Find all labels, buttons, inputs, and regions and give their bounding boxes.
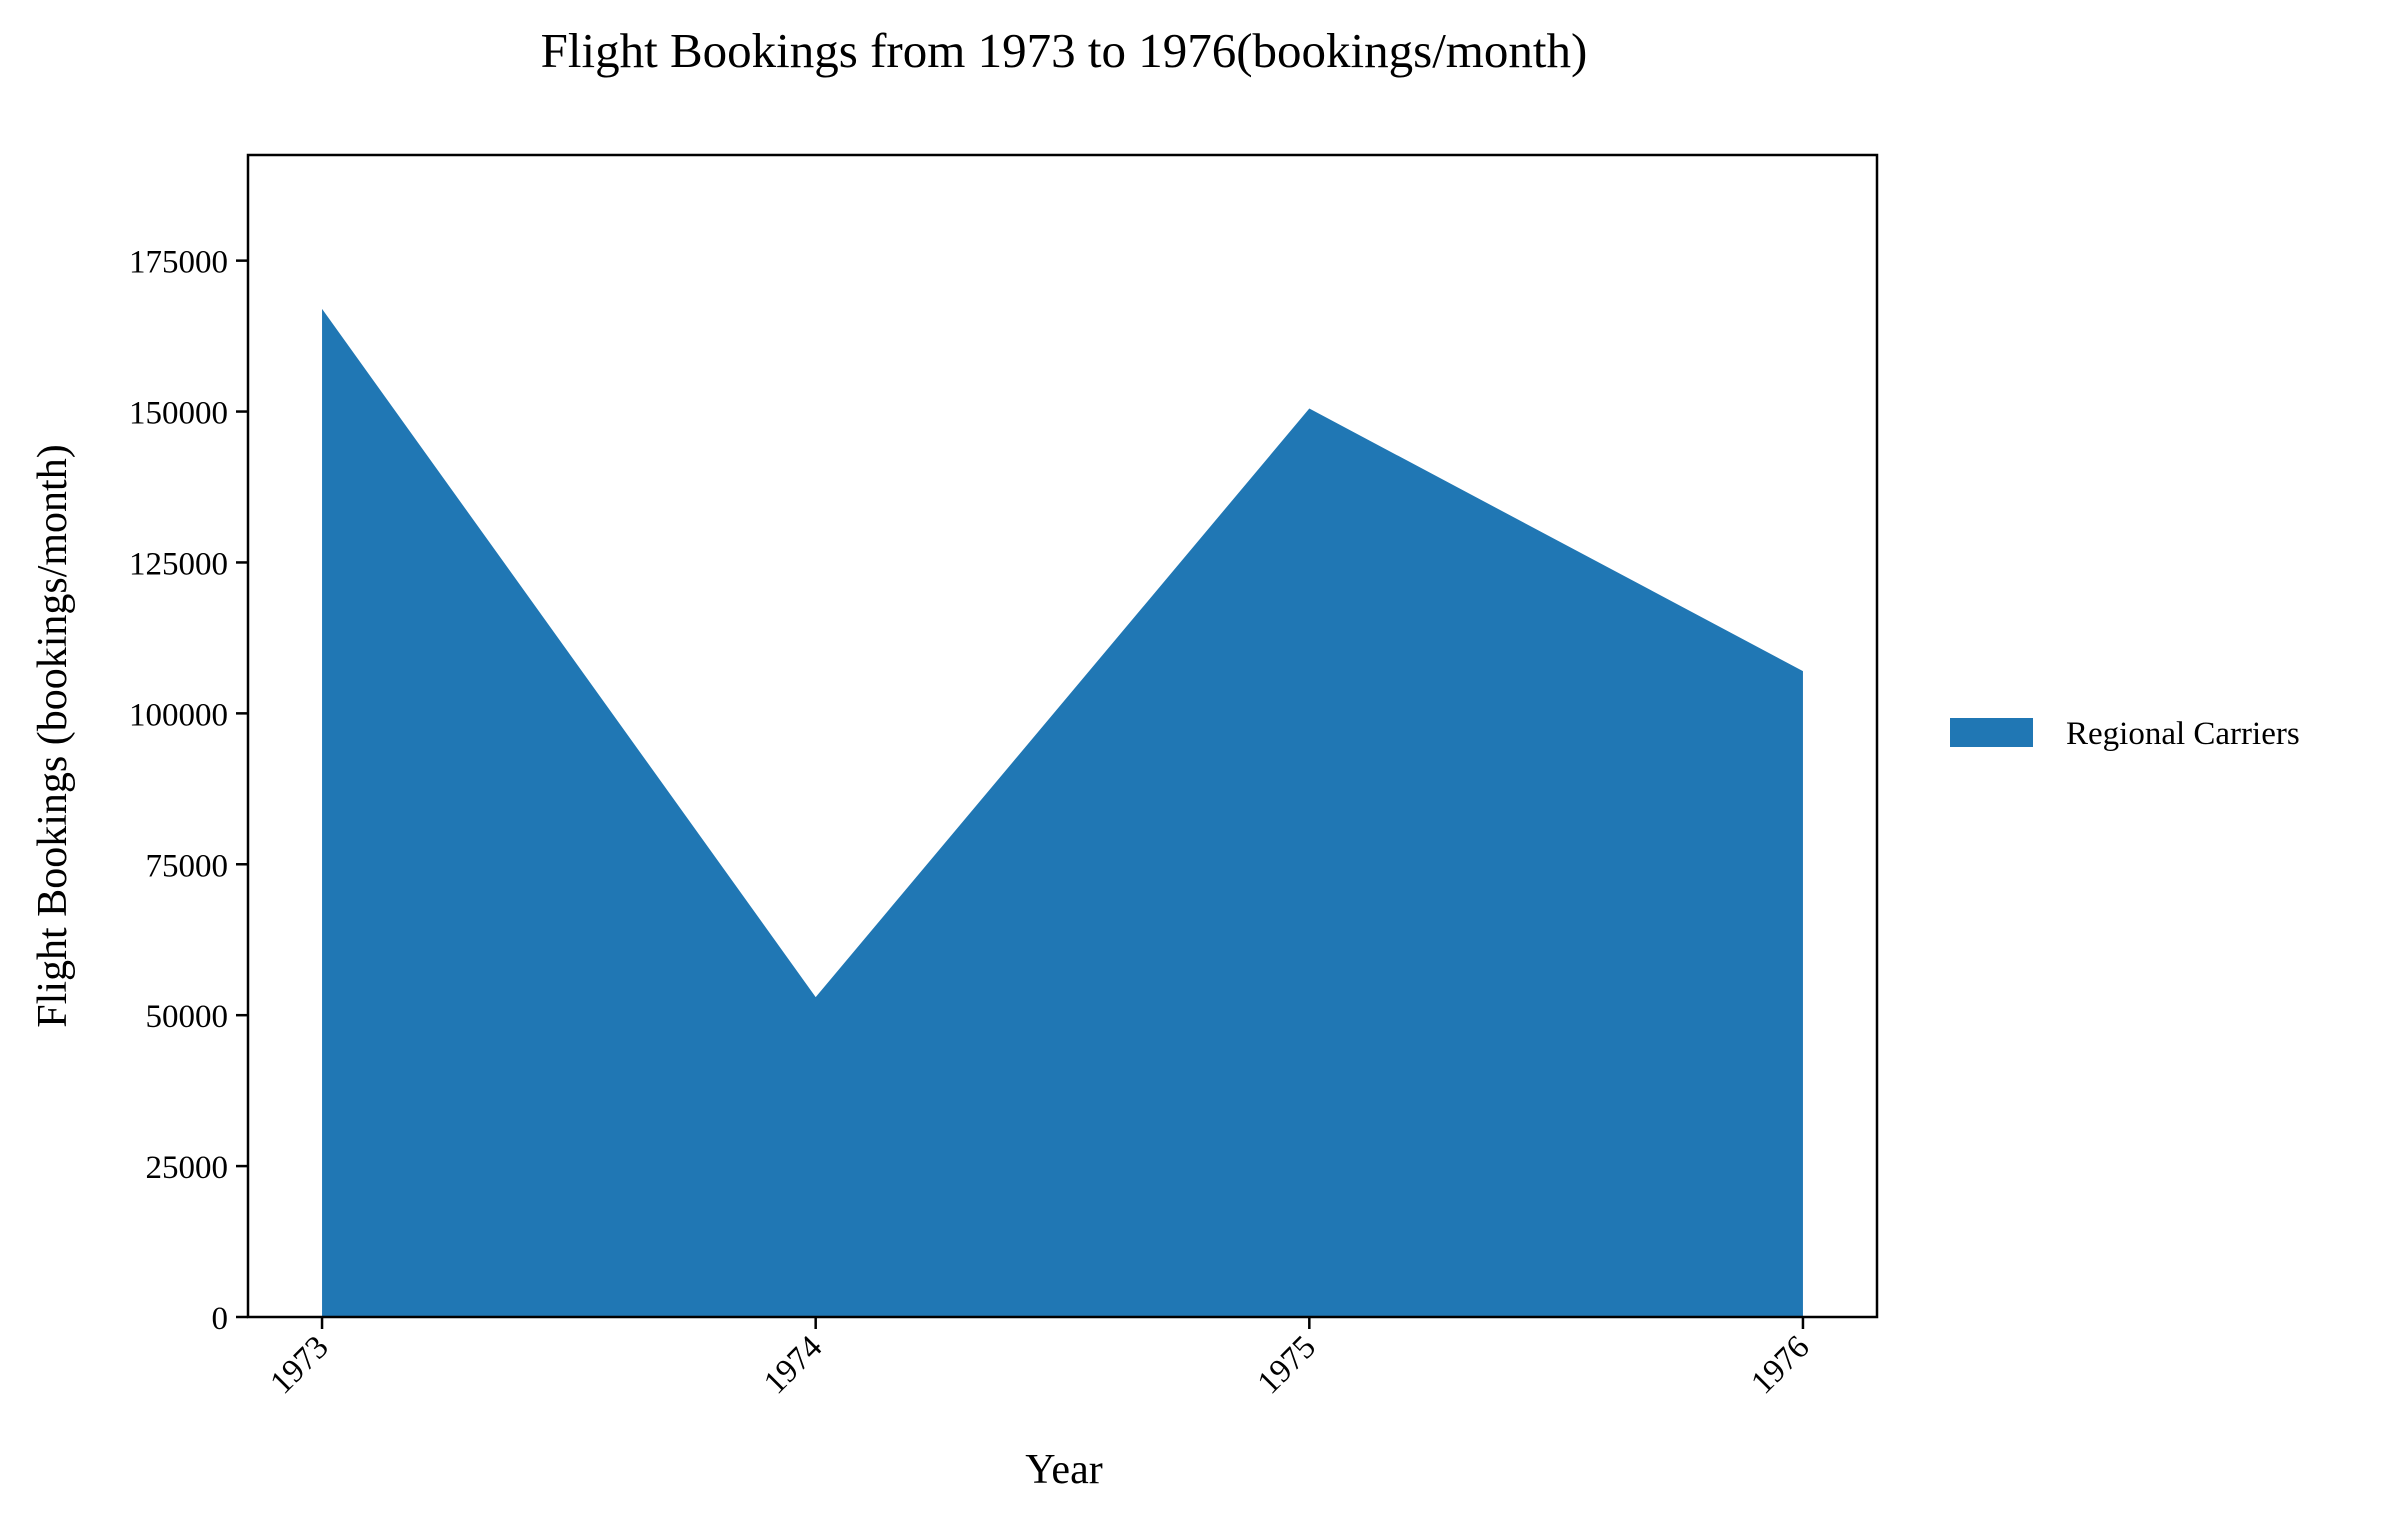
x-tick-label: 1973 xyxy=(264,1329,336,1401)
y-tick-label: 175000 xyxy=(129,245,228,281)
x-axis-label: Year xyxy=(1025,1447,1102,1493)
plot-frame xyxy=(246,153,1879,1319)
legend-label: Regional Carriers xyxy=(2066,716,2300,752)
y-tick-label: 125000 xyxy=(129,546,228,582)
legend: Regional Carriers xyxy=(1950,716,2300,752)
y-tick-label: 50000 xyxy=(146,999,229,1035)
y-tick-label: 0 xyxy=(212,1301,229,1337)
y-tick-label: 75000 xyxy=(146,848,229,884)
y-tick-label: 150000 xyxy=(129,396,228,432)
chart-title: Flight Bookings from 1973 to 1976(bookin… xyxy=(541,23,1588,78)
legend-swatch xyxy=(1950,718,2033,747)
area-series-0 xyxy=(322,308,1803,1318)
y-axis: 0 25000 50000 75000 100000 125000 150000 175000 xyxy=(129,245,248,1337)
x-axis: 1973 1974 1975 1976 xyxy=(264,1317,1817,1401)
area-layer xyxy=(322,308,1803,1318)
x-tick-label: 1975 xyxy=(1251,1329,1323,1401)
x-tick-label: 1976 xyxy=(1744,1329,1816,1401)
y-tick-label: 25000 xyxy=(146,1150,229,1186)
x-tick-label: 1974 xyxy=(757,1329,829,1401)
y-axis-label: Flight Bookings (bookings/month) xyxy=(30,444,76,1027)
y-tick-label: 100000 xyxy=(129,697,228,733)
